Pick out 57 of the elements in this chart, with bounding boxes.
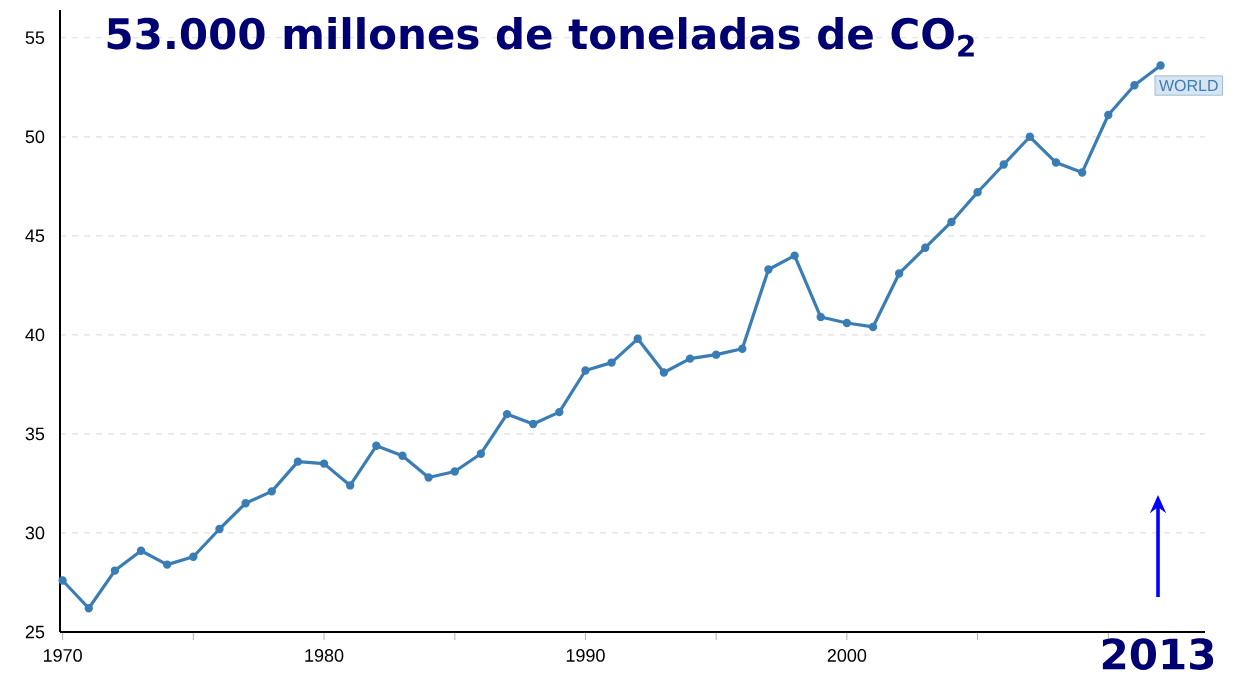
point <box>842 318 852 328</box>
point <box>58 576 67 585</box>
point <box>973 188 982 197</box>
point <box>528 419 538 429</box>
point <box>685 354 695 363</box>
x-tick-label: 1970 <box>43 649 82 662</box>
y-tick-label: 45 <box>25 229 45 243</box>
point <box>1025 132 1035 141</box>
point <box>450 467 459 476</box>
y-tick-label: 50 <box>25 130 45 144</box>
point <box>555 407 564 417</box>
point <box>738 344 747 353</box>
point <box>319 459 329 468</box>
point <box>633 334 642 344</box>
point <box>372 441 381 450</box>
point <box>999 160 1008 169</box>
point <box>659 368 669 377</box>
point <box>476 449 486 458</box>
point <box>398 451 407 460</box>
y-tick-label: 30 <box>25 526 45 540</box>
point <box>711 350 721 359</box>
y-tick-label: 55 <box>25 31 45 45</box>
x-tick-label: 1990 <box>566 649 605 662</box>
point <box>502 409 512 419</box>
point <box>84 604 93 613</box>
point <box>816 312 825 322</box>
y-tick-label: 35 <box>25 427 45 441</box>
point <box>136 546 146 555</box>
x-tick-label: 2000 <box>827 649 867 662</box>
point <box>581 366 590 375</box>
point <box>894 269 904 278</box>
point <box>1130 81 1139 90</box>
point <box>215 524 224 534</box>
point <box>293 457 303 466</box>
point <box>1051 158 1061 167</box>
y-tick-label: 40 <box>25 328 45 342</box>
point <box>424 473 433 482</box>
point <box>868 322 878 332</box>
point <box>764 265 773 274</box>
text: 2013 <box>1102 638 1214 670</box>
point <box>1104 110 1113 120</box>
y-tick-label: 25 <box>25 625 45 639</box>
point <box>267 487 276 496</box>
point <box>1077 168 1087 177</box>
point <box>241 499 250 508</box>
point <box>189 552 198 561</box>
point <box>921 243 930 252</box>
chart-title: 53.000 millones de toneladas de CO$_{2}$ <box>107 17 974 57</box>
point <box>790 251 799 260</box>
point <box>110 566 120 575</box>
point <box>607 358 616 367</box>
point <box>345 481 355 490</box>
x-tick-label: 1980 <box>305 649 344 662</box>
series-label: WORLD <box>1159 79 1218 92</box>
point <box>1156 61 1165 70</box>
point <box>947 217 956 227</box>
point <box>162 560 172 569</box>
